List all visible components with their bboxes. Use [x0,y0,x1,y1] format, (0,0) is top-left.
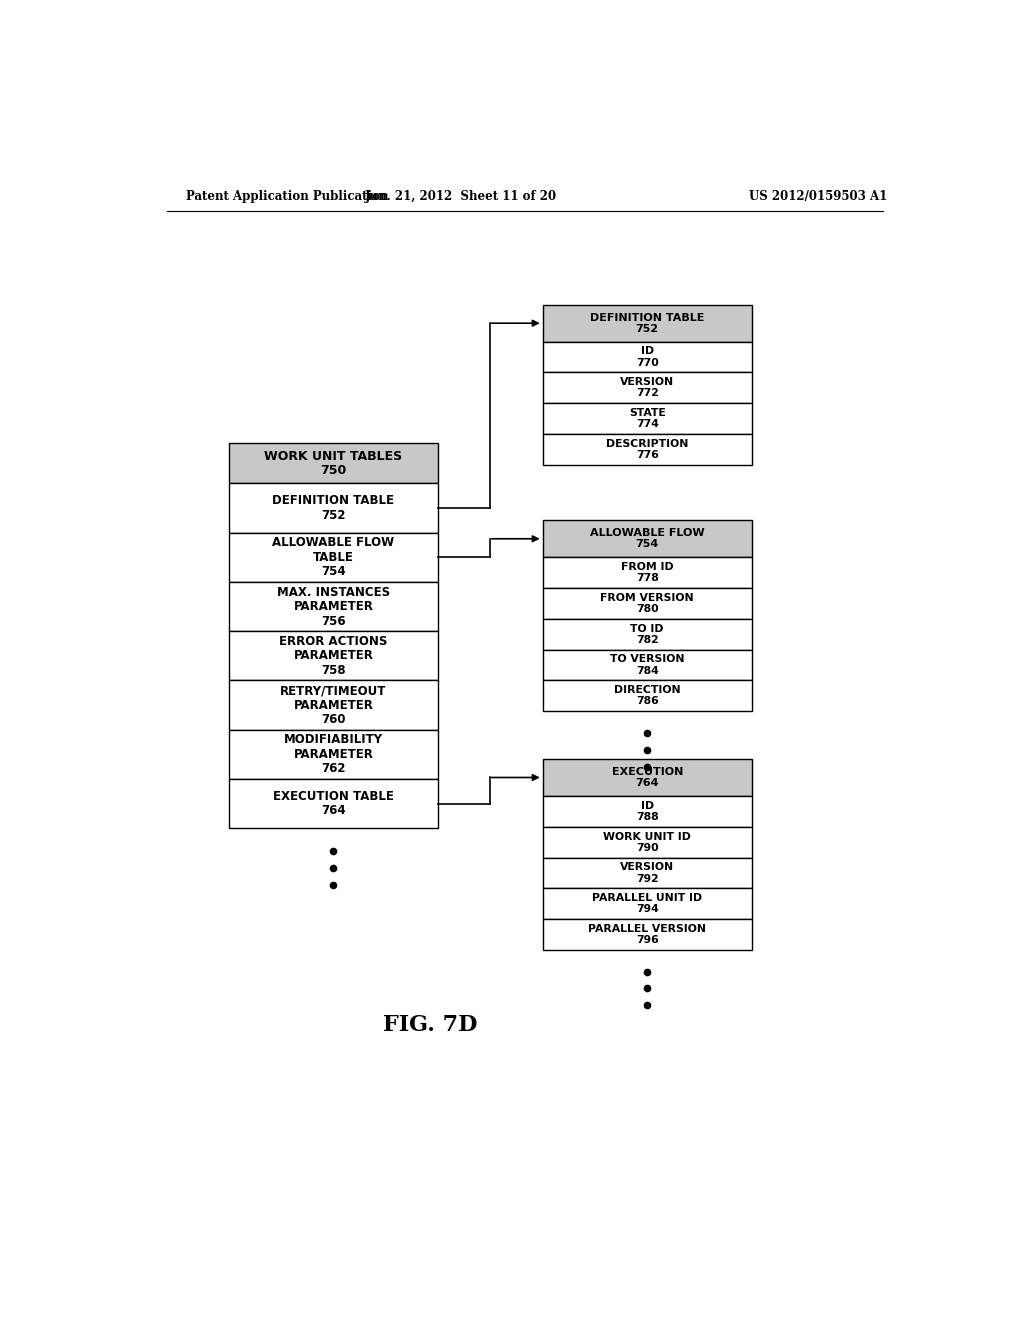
Text: RETRY/TIMEOUT
PARAMETER
760: RETRY/TIMEOUT PARAMETER 760 [281,684,387,726]
Text: VERSION
792: VERSION 792 [621,862,675,883]
Text: PARALLEL UNIT ID
794: PARALLEL UNIT ID 794 [592,894,702,915]
Text: Patent Application Publication: Patent Application Publication [186,190,389,203]
Bar [228,444,438,483]
Bar [543,404,752,434]
Bar [543,681,752,711]
Bar [543,759,752,796]
Text: Jun. 21, 2012  Sheet 11 of 20: Jun. 21, 2012 Sheet 11 of 20 [366,190,557,203]
Text: FROM ID
778: FROM ID 778 [621,562,674,583]
Text: MODIFIABILITY
PARAMETER
762: MODIFIABILITY PARAMETER 762 [284,734,383,775]
Text: VERSION
772: VERSION 772 [621,378,675,399]
Text: EXECUTION TABLE
764: EXECUTION TABLE 764 [273,789,394,817]
Text: FIG. 7D: FIG. 7D [383,1014,477,1036]
Bar [228,779,438,829]
Bar [543,589,752,619]
Text: WORK UNIT ID
790: WORK UNIT ID 790 [603,832,691,853]
Bar [543,796,752,826]
Text: DIRECTION
786: DIRECTION 786 [614,685,681,706]
Bar [228,681,438,730]
Text: TO ID
782: TO ID 782 [631,623,664,645]
Bar [228,533,438,582]
Bar [228,483,438,533]
Text: STATE
774: STATE 774 [629,408,666,429]
Bar [543,305,752,342]
Bar [543,372,752,404]
Text: ID
770: ID 770 [636,346,658,368]
Text: DESCRIPTION
776: DESCRIPTION 776 [606,438,688,461]
Text: PARALLEL VERSION
796: PARALLEL VERSION 796 [588,924,707,945]
Text: ALLOWABLE FLOW
TABLE
754: ALLOWABLE FLOW TABLE 754 [272,536,394,578]
Bar [543,619,752,649]
Text: DEFINITION TABLE
752: DEFINITION TABLE 752 [590,313,705,334]
Bar [543,826,752,858]
Text: FROM VERSION
780: FROM VERSION 780 [600,593,694,614]
Text: EXECUTION
764: EXECUTION 764 [611,767,683,788]
Bar [228,582,438,631]
Bar [228,631,438,681]
Text: US 2012/0159503 A1: US 2012/0159503 A1 [749,190,887,203]
Text: ID
788: ID 788 [636,801,658,822]
Text: DEFINITION TABLE
752: DEFINITION TABLE 752 [272,494,394,521]
Bar [543,858,752,888]
Bar [543,342,752,372]
Text: WORK UNIT TABLES
750: WORK UNIT TABLES 750 [264,450,402,477]
Bar [543,649,752,681]
Bar [543,520,752,557]
Text: ERROR ACTIONS
PARAMETER
758: ERROR ACTIONS PARAMETER 758 [280,635,387,677]
Bar [543,434,752,465]
Text: ALLOWABLE FLOW
754: ALLOWABLE FLOW 754 [590,528,705,549]
Text: TO VERSION
784: TO VERSION 784 [610,655,684,676]
Bar [543,557,752,589]
Bar [228,730,438,779]
Bar [543,919,752,950]
Bar [543,888,752,919]
Text: MAX. INSTANCES
PARAMETER
756: MAX. INSTANCES PARAMETER 756 [276,586,390,627]
